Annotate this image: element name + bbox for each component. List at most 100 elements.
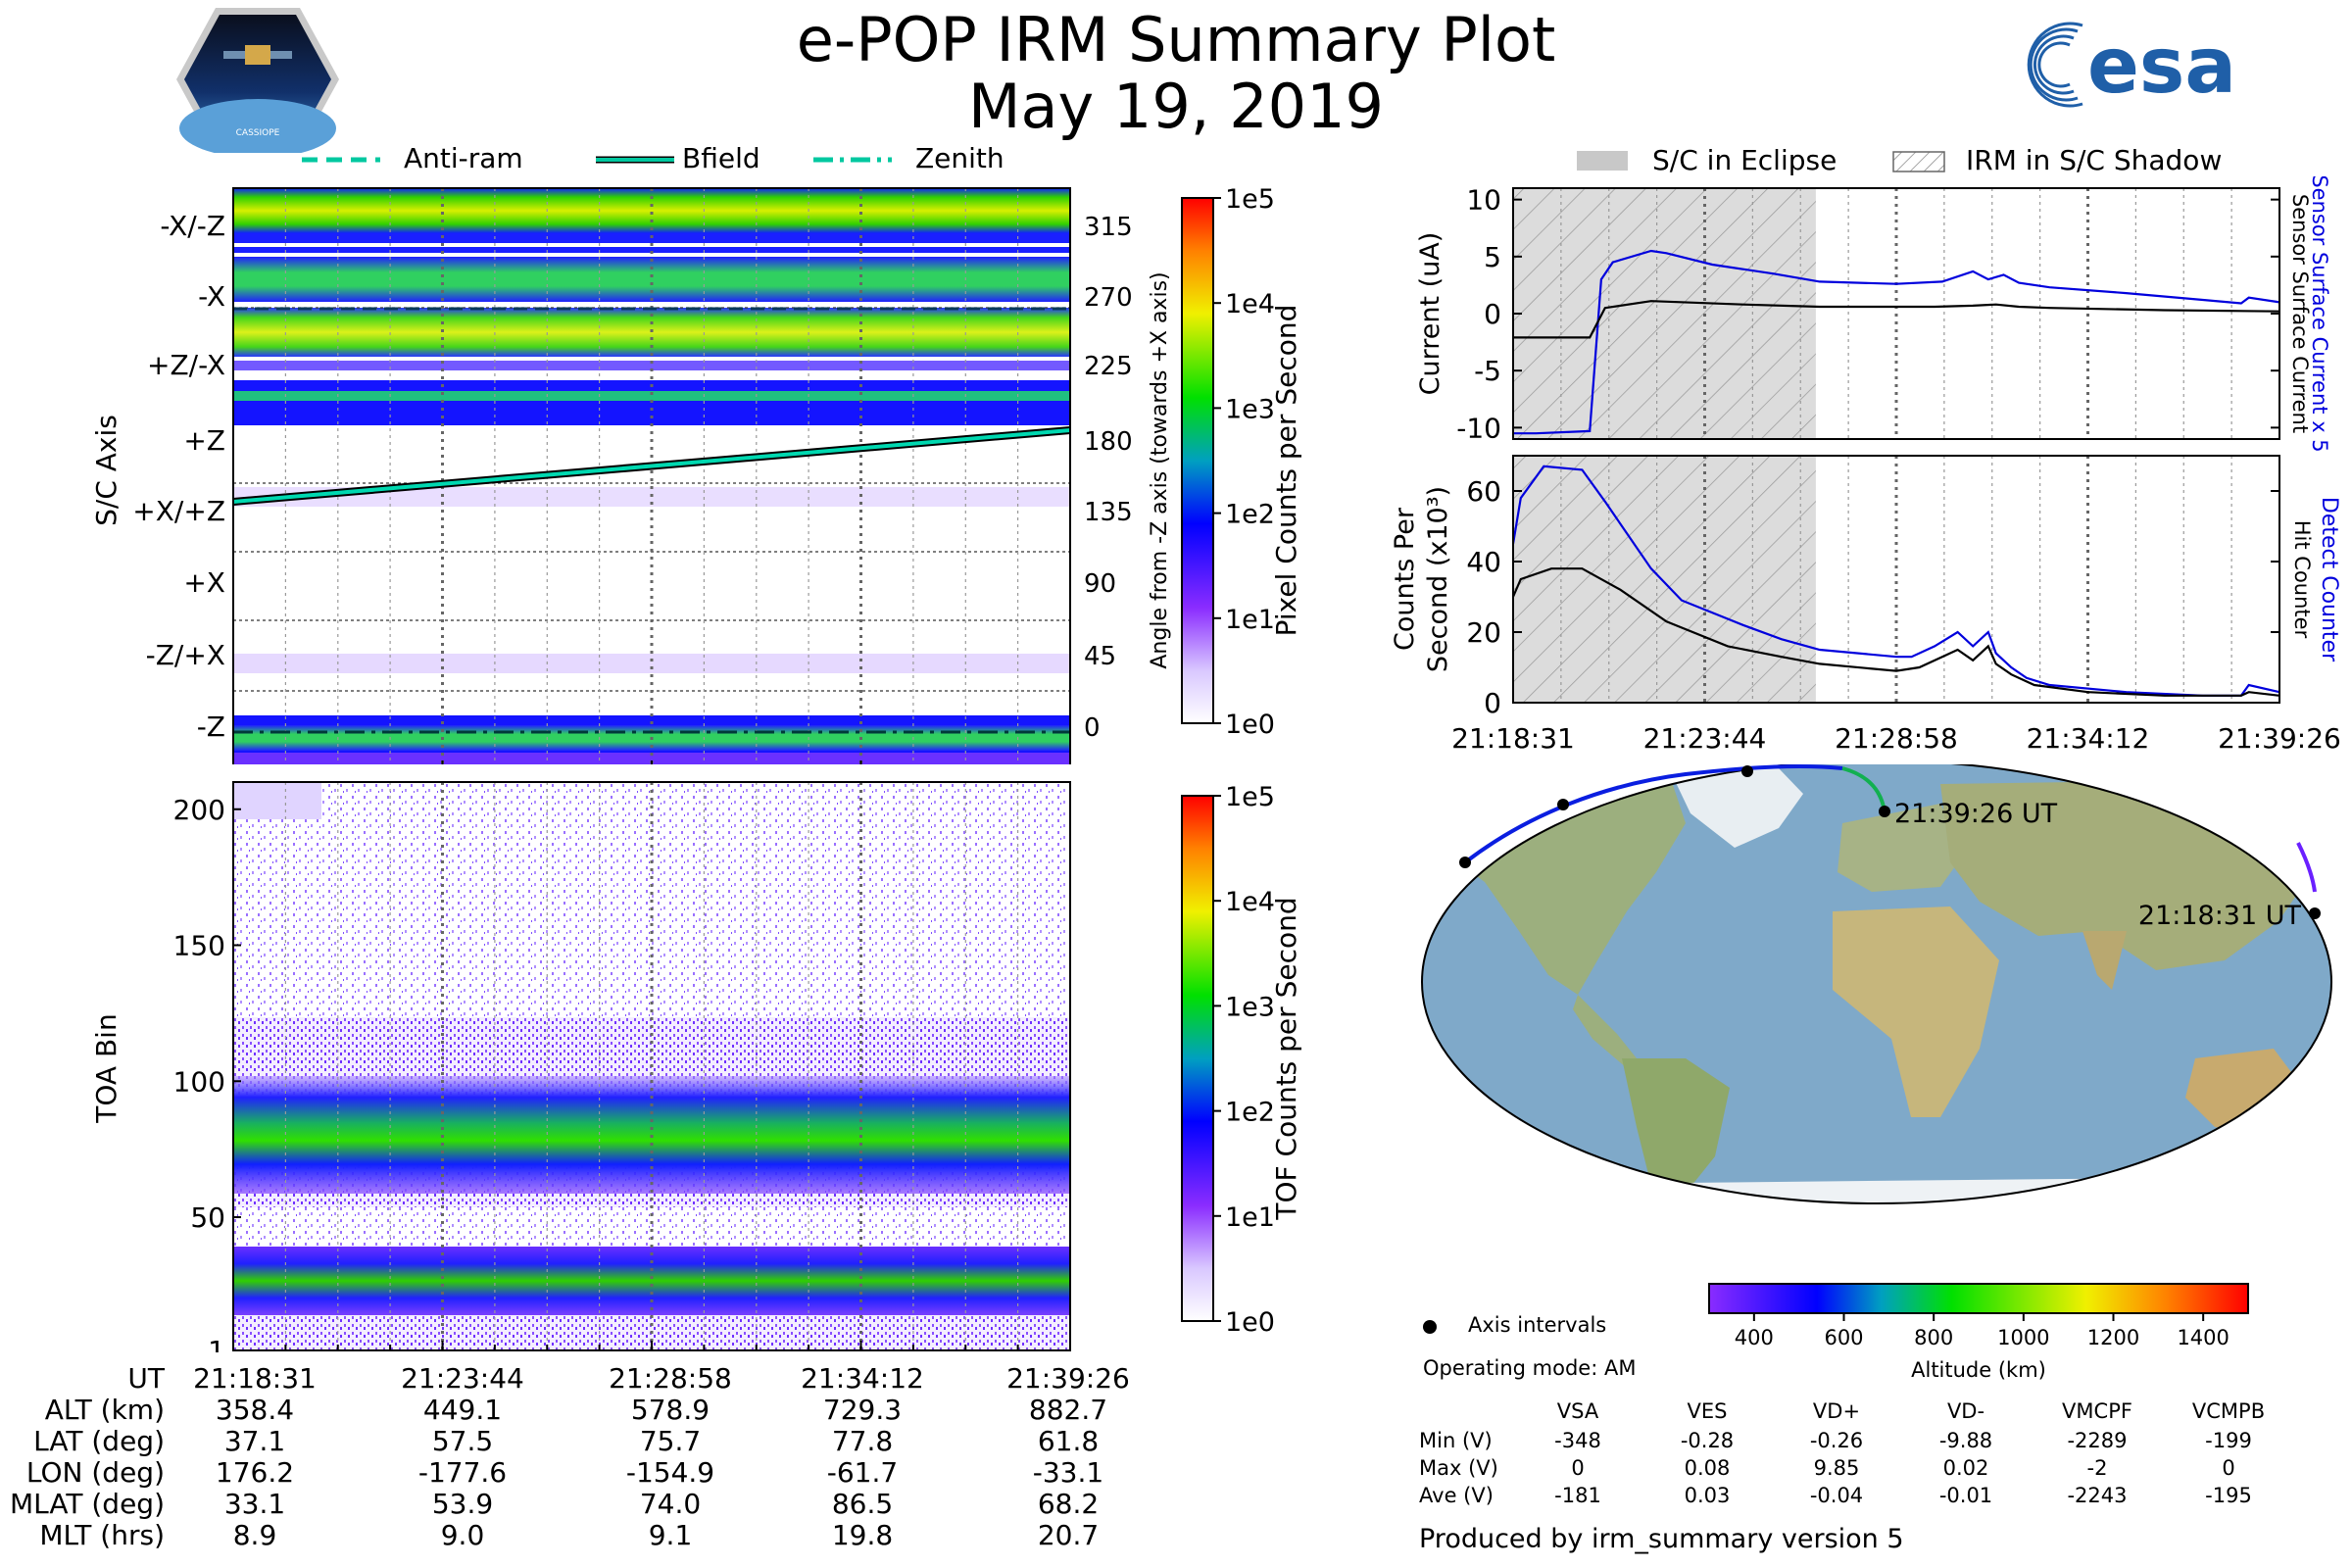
- counter-right-label-hit: Hit Counter: [2290, 520, 2314, 639]
- ephemeris-cell: 20.7: [1037, 1519, 1100, 1551]
- ephemeris-cell: 21:39:26: [1006, 1362, 1130, 1395]
- ephemeris-cell: 8.9: [232, 1519, 277, 1551]
- plot-frame: [1512, 455, 2280, 704]
- counter-chart: 0 20 40 60 21:18:31 21:23:44 21:28:58 21:34:12 2…: [1390, 455, 2341, 755]
- tof-ytick-label: 1: [208, 1335, 225, 1352]
- xtick-label: 21:23:44: [1643, 722, 1767, 755]
- ytick-label: -5: [1474, 355, 1501, 387]
- pixel-right-tick-label: 180: [1084, 427, 1133, 457]
- voltage-cell: -0.01: [1938, 1484, 1993, 1507]
- altitude-tick-label: 600: [1824, 1326, 1863, 1349]
- pixel-ytick-label: +Z: [183, 424, 225, 457]
- pixel-right-tick-label: 135: [1084, 498, 1133, 527]
- cassiope-logo-text: CASSIOPE: [236, 128, 280, 138]
- voltage-cell: -348: [1554, 1429, 1601, 1452]
- voltage-cell: 0: [2222, 1456, 2235, 1480]
- voltage-cell: -2243: [2067, 1484, 2128, 1507]
- legend-eclipse: S/C in Eclipse: [1652, 144, 1838, 176]
- map-start-label: 21:18:31 UT: [2138, 901, 2302, 931]
- pixel-ylabel: S/C Axis: [90, 415, 122, 526]
- tof-colorbar-tick-label: 1e3: [1225, 992, 1275, 1022]
- voltage-cell: -181: [1554, 1484, 1601, 1507]
- voltage-header: VSA: [1556, 1399, 1599, 1423]
- pixel-ytick-label: +X: [183, 566, 225, 599]
- series-line: [1513, 249, 2280, 435]
- xtick-label: 21:34:12: [2027, 722, 2150, 755]
- voltage-header: VD+: [1812, 1399, 1861, 1423]
- ephemeris-cell: 176.2: [215, 1456, 295, 1489]
- axis-intervals-label: Axis intervals: [1468, 1313, 1607, 1337]
- ytick-label: 10: [1466, 184, 1501, 217]
- ephemeris-row-label: LON (deg): [25, 1456, 165, 1489]
- axis-interval-marker: [1879, 806, 1890, 817]
- pixel-colorbar-tick-label: 1e5: [1225, 184, 1275, 215]
- tof-colorbar-tick-label: 1e0: [1225, 1307, 1275, 1338]
- pixel-ytick-label: -Z: [197, 710, 225, 743]
- ephemeris-cell: 358.4: [215, 1394, 295, 1426]
- ephemeris-cell: 75.7: [639, 1425, 702, 1457]
- voltage-header: VMCPF: [2062, 1399, 2132, 1423]
- pixel-colorbar-tick-label: 1e2: [1225, 500, 1275, 530]
- produced-by: Produced by irm_summary version 5: [1419, 1524, 1904, 1554]
- pixel-ytick-label: -X: [198, 280, 225, 313]
- voltage-row-label: Ave (V): [1419, 1484, 1494, 1507]
- tof-ylabel: TOA Bin: [90, 1013, 122, 1123]
- ytick-label: 0: [1484, 687, 1501, 719]
- altitude-label: Altitude (km): [1911, 1358, 2046, 1382]
- ytick-label: 40: [1466, 546, 1501, 578]
- pixel-ytick-label: -Z/+X: [146, 639, 225, 671]
- ephemeris-cell: 61.8: [1037, 1425, 1100, 1457]
- altitude-colorbar: [1708, 1283, 2249, 1314]
- current-ylabel: Current (uA): [1415, 232, 1446, 396]
- ephemeris-cell: 19.8: [831, 1519, 894, 1551]
- xtick-label: 21:18:31: [1451, 722, 1575, 755]
- voltage-cell: 0: [1571, 1456, 1585, 1480]
- ephemeris-cell: 21:23:44: [401, 1362, 524, 1395]
- ephemeris-cell: -33.1: [1032, 1456, 1104, 1489]
- altitude-tick-label: 1400: [2177, 1326, 2229, 1349]
- pixel-counts-chart: -X/-Z 315 -X 270 +Z/-X 225 +Z 180 +X/+Z 135 +X 90 -Z…: [90, 184, 1302, 764]
- tof-colorbar: [1181, 795, 1214, 1322]
- ephemeris-cell: 882.7: [1028, 1394, 1108, 1426]
- shadow-shading: [1513, 456, 1816, 703]
- altitude-tick-label: 1200: [2087, 1326, 2139, 1349]
- pixel-colorbar-tick-label: 1e0: [1225, 710, 1275, 740]
- voltage-header: VCMPB: [2191, 1399, 2266, 1423]
- voltage-cell: 0.08: [1684, 1456, 1731, 1480]
- ephemeris-cell: 21:34:12: [801, 1362, 924, 1395]
- tof-colorbar-label: TOF Counts per Second: [1270, 897, 1302, 1220]
- tof-ytick-label: 50: [190, 1201, 225, 1234]
- voltage-table: VSA VES VD+ VD- VMCPF VCMPB Min (V) -348 -0.28 -0…: [1419, 1399, 2350, 1527]
- voltage-cell: -2289: [2067, 1429, 2128, 1452]
- shadow-shading: [1513, 188, 1816, 439]
- altitude-tick-label: 800: [1914, 1326, 1953, 1349]
- voltage-cell: 9.85: [1813, 1456, 1860, 1480]
- current-chart: 10 5 0 -5 -10 Current (uA) Sensor Surface Curr…: [1415, 176, 2331, 451]
- axis-interval-marker: [1741, 765, 1753, 777]
- tof-colorbar-tick-label: 1e1: [1225, 1202, 1275, 1233]
- line-legend: [302, 156, 892, 164]
- orbit-track: [1463, 764, 1843, 864]
- ephemeris-cell: -154.9: [625, 1456, 715, 1489]
- ephemeris-row-label: MLT (hrs): [39, 1519, 165, 1551]
- ephemeris-table: UT 21:18:31 21:23:44 21:28:58 21:34:12 21:39:…: [0, 1362, 1176, 1563]
- ephemeris-row-label: ALT (km): [44, 1394, 165, 1426]
- voltage-cell: 0.02: [1942, 1456, 1989, 1480]
- voltage-cell: -0.26: [1809, 1429, 1864, 1452]
- tof-colorbar-tick-label: 1e5: [1225, 782, 1275, 812]
- ephemeris-cell: 21:18:31: [193, 1362, 317, 1395]
- voltage-cell: -2: [2086, 1456, 2108, 1480]
- voltage-row-label: Min (V): [1419, 1429, 1493, 1452]
- pixel-ytick-label: +Z/-X: [147, 349, 225, 381]
- ephemeris-cell: 33.1: [223, 1488, 286, 1520]
- legend-shadow: IRM in S/C Shadow: [1966, 144, 2223, 176]
- esa-logo-text: esa: [2087, 23, 2236, 111]
- series-line: [1511, 465, 2280, 697]
- pixel-ytick-label: +X/+Z: [132, 495, 225, 527]
- pixel-ytick-label: -X/-Z: [160, 210, 225, 242]
- axis-interval-legend-dot: [1423, 1320, 1437, 1334]
- ytick-label: 5: [1484, 241, 1501, 273]
- series-line: [1513, 300, 2280, 339]
- altitude-colorbar-area: 400 600 800 1000 1200 1400: [1423, 1283, 2249, 1349]
